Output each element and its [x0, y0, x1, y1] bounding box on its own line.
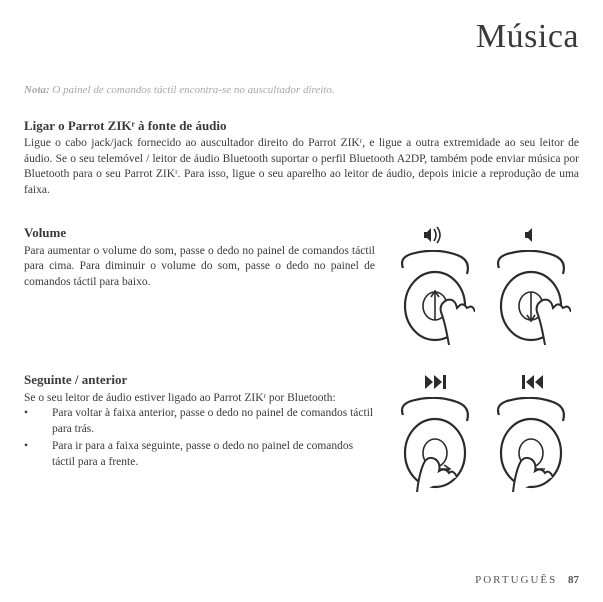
list-item: •Para voltar à faixa anterior, passe o d… [24, 406, 375, 437]
page-footer: PORTUGUÊS 87 [475, 574, 579, 586]
footer-language: PORTUGUÊS [475, 574, 557, 586]
swipe-back-illustration [493, 397, 571, 492]
note-label: Nota: [24, 84, 50, 96]
intro-track: Se o seu leitor de áudio estiver ligado … [24, 391, 375, 407]
prev-track-icon [521, 373, 543, 391]
section-connect: Ligar o Parrot ZIKʳ à fonte de áudio Lig… [24, 118, 579, 198]
swipe-forward-illustration [397, 397, 475, 492]
body-connect: Ligue o cabo jack/jack fornecido ao ausc… [24, 136, 579, 198]
volume-up-icon [423, 226, 449, 244]
list-item: •Para ir para a faixa seguinte, passe o … [24, 439, 375, 470]
track-list: •Para voltar à faixa anterior, passe o d… [24, 406, 375, 470]
note: Nota: O painel de comandos táctil encont… [24, 84, 579, 96]
section-volume: Volume Para aumentar o volume do som, pa… [24, 224, 579, 345]
track-illustrations [389, 371, 579, 492]
section-track: Seguinte / anterior Se o seu leitor de á… [24, 371, 579, 492]
swipe-down-illustration [493, 250, 571, 345]
heading-volume: Volume [24, 224, 375, 242]
page-title: Música [24, 18, 579, 56]
swipe-up-illustration [397, 250, 475, 345]
body-volume: Para aumentar o volume do som, passe o d… [24, 244, 375, 291]
heading-track: Seguinte / anterior [24, 371, 375, 389]
heading-connect: Ligar o Parrot ZIKʳ à fonte de áudio [24, 118, 579, 134]
note-text: O painel de comandos táctil encontra-se … [52, 84, 334, 96]
volume-down-icon [524, 226, 540, 244]
next-track-icon [425, 373, 447, 391]
volume-illustrations [389, 224, 579, 345]
footer-page-number: 87 [568, 574, 579, 586]
